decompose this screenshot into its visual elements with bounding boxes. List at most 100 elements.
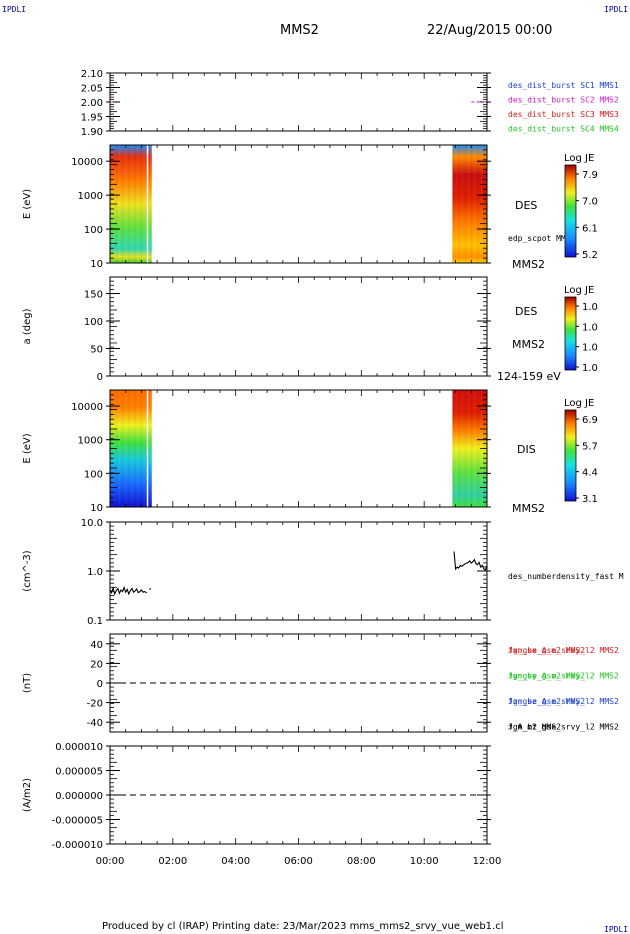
time-tick-label: 02:00 <box>158 856 187 867</box>
panel-frame <box>109 276 488 377</box>
colorbar-tick-label: 5.2 <box>582 250 598 261</box>
spectrogram-streak <box>468 145 470 263</box>
y-tick-label: 10 <box>90 503 103 514</box>
y-axis-label: (nT) <box>22 673 33 693</box>
panels: 2.10 2.05 2.00 1.95 1.90 des_dist_burst SC1 M… <box>22 69 624 851</box>
y-tick-label: 0 <box>97 679 103 690</box>
panel-frame <box>109 521 488 621</box>
y-tick-label: -0.000010 <box>52 840 103 851</box>
colorbar-tick-label: 1.0 <box>582 322 598 333</box>
time-tick-label: 10:00 <box>410 856 439 867</box>
spectrogram-streak <box>465 390 467 507</box>
side-label: DES <box>515 305 537 318</box>
colorbar-tick-label: 6.9 <box>582 415 598 426</box>
panel-frame <box>109 144 488 264</box>
colorbar-tick-label: 5.7 <box>582 441 598 452</box>
y-tick-label: 100 <box>84 225 103 236</box>
spectrogram-streak <box>465 145 467 263</box>
spectrogram-streak <box>122 390 124 507</box>
y-tick-label: 1.0 <box>87 567 103 578</box>
spectrogram-streak <box>128 145 130 263</box>
legend-entry: Jy_gse_A_m2 MMS2 <box>508 672 585 681</box>
spectrogram-streak <box>140 145 142 263</box>
side-label: DIS <box>517 443 536 456</box>
panel-7: 0.000010 0.000005 0.000000 -0.000005 -0.0000… <box>22 646 585 851</box>
legend-entry: Jz_gse_A_m2 MMS2 <box>508 697 585 706</box>
y-axis-label: a (deg) <box>22 308 33 344</box>
time-tick-label: 12:00 <box>473 856 502 867</box>
side-label: MMS2 <box>512 258 545 271</box>
y-tick-label: 20 <box>90 659 103 670</box>
y-axis-label: E (eV) <box>22 433 33 463</box>
side-label: DES <box>515 199 537 212</box>
y-tick-label: -40 <box>87 718 103 729</box>
spectrogram-streak <box>148 145 150 263</box>
colorbar-title: Log JE <box>564 153 594 164</box>
y-tick-label: 100 <box>84 469 103 480</box>
y-tick-label: -0.000005 <box>52 816 103 827</box>
side-label: 124-159 eV <box>497 370 561 383</box>
legend-entry: fgm_bx_gse_srvy_l2 MMS2 <box>508 646 619 655</box>
panel-1: 2.10 2.05 2.00 1.95 1.90 des_dist_burst SC1 M… <box>81 69 619 138</box>
panel-2: 10000 1000 100 10 E (eV) DES edp_scpot MMS2 MMS… <box>22 144 598 271</box>
time-tick-label: 04:00 <box>221 856 250 867</box>
spectrogram-streak <box>471 145 473 263</box>
spectrogram-streak <box>455 390 457 507</box>
corner-mark-bottom-right: IPDLI <box>604 925 628 934</box>
time-axis: 00:00 02:00 04:00 06:00 08:00 10:00 12:00 <box>96 856 502 867</box>
spectrogram-streak <box>477 390 479 507</box>
spectrogram-streak <box>119 145 121 263</box>
legend-entry: fgm_by_gse_srvy_l2 MMS2 <box>508 672 619 681</box>
y-axis-label: (A/m2) <box>22 778 33 812</box>
legend-entry: Jx_gse_A_m2 MMS2 <box>508 646 585 655</box>
colorbar-tick-label: 6.1 <box>582 223 598 234</box>
y-tick-label: 0.000010 <box>55 742 103 753</box>
spectrogram-streak <box>143 390 145 507</box>
panel-frame <box>109 389 488 508</box>
colorbar-tick-label: 1.0 <box>582 302 598 313</box>
spectrogram-streak <box>119 390 121 507</box>
spectrogram-streak <box>143 145 145 263</box>
y-tick-label: 2.00 <box>81 98 103 109</box>
y-tick-label: 100 <box>84 317 103 328</box>
legend-entry: fgm_bz_gse_srvy_l2 MMS2 <box>508 697 619 706</box>
panel-4: 10000 1000 100 10 E (eV) DIS MMS2 Log JE 6.9 5.7 4… <box>22 389 598 515</box>
colorbar <box>564 164 577 258</box>
spectrogram-streak <box>474 390 476 507</box>
spectrogram-streak <box>131 390 133 507</box>
spectrogram-streak <box>137 145 139 263</box>
spectrogram-block <box>148 145 152 263</box>
colorbar-title: Log JE <box>564 398 594 409</box>
time-tick-label: 08:00 <box>347 856 376 867</box>
legend-entry: des_dist_burst SC1 MMS1 <box>508 81 619 90</box>
time-tick-label: 06:00 <box>284 856 313 867</box>
spectrogram-streak <box>461 145 463 263</box>
series-label: des_numberdensity_fast M <box>508 572 624 581</box>
legend-entry: des_dist_burst SC2 MMS2 <box>508 96 619 105</box>
spectrogram-streak <box>131 145 133 263</box>
y-tick-label: 0.1 <box>87 616 103 627</box>
footer-text: Produced by cl (IRAP) Printing date: 23/… <box>102 921 503 932</box>
y-tick-label: 10000 <box>71 402 103 413</box>
side-label: MMS2 <box>512 338 545 351</box>
y-tick-label: -20 <box>87 699 103 710</box>
y-tick-label: 40 <box>90 640 103 651</box>
colorbar-tick-label: 7.0 <box>582 197 598 208</box>
spectrogram-streak <box>125 145 127 263</box>
y-tick-label: 2.05 <box>81 84 103 95</box>
panel-5: 10.0 1.0 0.1 (cm^-3) des_numberdensity_fast … <box>22 518 624 627</box>
spectrogram-streak <box>125 390 127 507</box>
spectrogram-streak <box>468 390 470 507</box>
colorbar-tick-label: 1.0 <box>582 363 598 374</box>
y-tick-label: 2.10 <box>81 69 103 80</box>
spectrogram-streak <box>134 390 136 507</box>
header-date: 22/Aug/2015 00:00 <box>427 23 552 38</box>
y-tick-label: 150 <box>84 290 103 301</box>
spectrogram-streak <box>455 145 457 263</box>
spectrogram-block <box>148 390 152 507</box>
spectrogram-streak <box>452 390 454 507</box>
spectrogram-streak <box>471 390 473 507</box>
spectrogram-streak <box>477 145 479 263</box>
legend-entry: J_A_m2 MMS2 <box>508 723 561 732</box>
y-tick-label: 0.000000 <box>55 791 103 802</box>
